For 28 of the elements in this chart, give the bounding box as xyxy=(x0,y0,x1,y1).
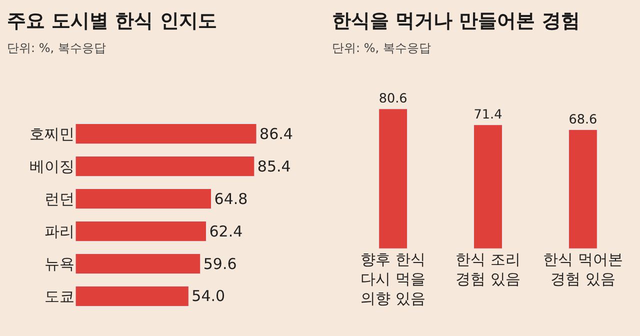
y-tick-label: 호찌민 xyxy=(30,125,75,144)
data-label: 68.6 xyxy=(568,112,598,128)
bar xyxy=(76,286,189,307)
data-label: 80.6 xyxy=(378,91,408,106)
y-tick-label: 파리 xyxy=(44,222,75,241)
bar xyxy=(76,220,206,242)
bar xyxy=(76,188,212,210)
chart-title: 주요 도시별 한식 인지도 xyxy=(7,10,217,32)
bar xyxy=(76,156,255,177)
data-label: 64.8 xyxy=(214,190,248,208)
y-tick-label: 런던 xyxy=(44,190,75,208)
data-label: 85.4 xyxy=(257,157,291,176)
y-tick-label: 도쿄 xyxy=(44,287,75,306)
data-label: 71.4 xyxy=(474,107,502,122)
y-tick-label: 뉴욕 xyxy=(44,255,75,274)
data-label: 59.6 xyxy=(203,254,237,273)
data-label: 54.0 xyxy=(192,287,226,306)
y-tick-label: 베이징 xyxy=(30,158,75,176)
chart-subtitle: 단위: %, 복수응답 xyxy=(7,41,106,55)
data-label: 62.4 xyxy=(209,222,243,240)
chart-title: 한식을 먹거나 만들어본 경험 xyxy=(332,10,580,32)
bar xyxy=(76,124,257,144)
x-tick-label: 한식 조리 경험 있음 xyxy=(456,250,520,288)
chart-subtitle: 단위: %, 복수응답 xyxy=(332,41,431,55)
x-tick-label: 한식 먹어본 경험 있음 xyxy=(543,250,623,288)
data-label: 86.4 xyxy=(260,124,293,143)
bar xyxy=(76,253,201,274)
x-tick-label: 향후 한식 다시 먹을 의향 있음 xyxy=(360,250,426,308)
